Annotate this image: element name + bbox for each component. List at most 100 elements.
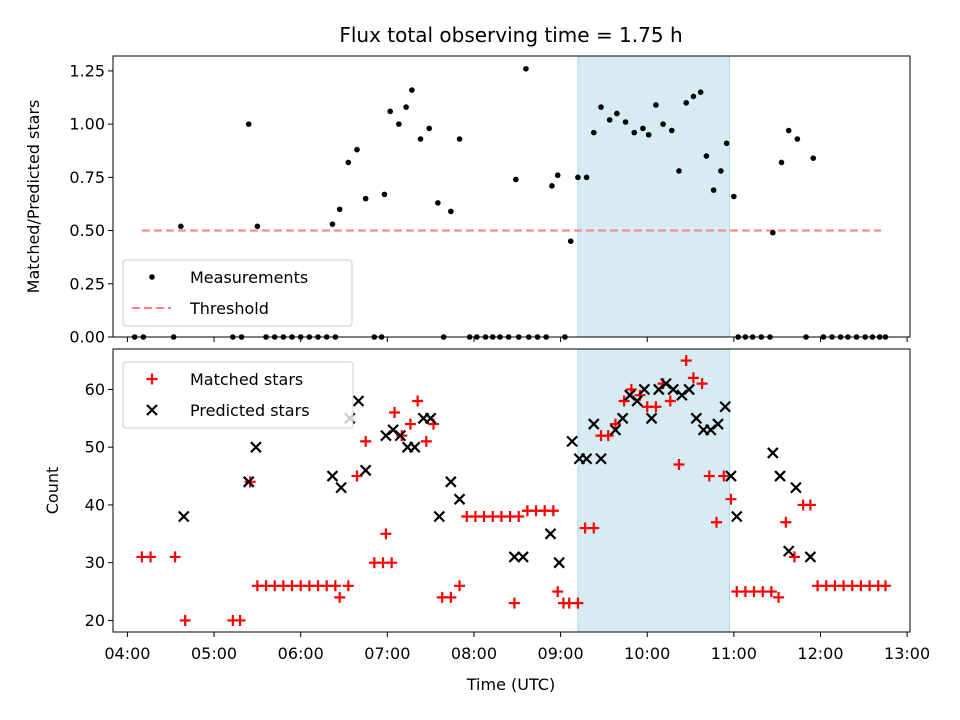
predicted-star-point xyxy=(359,464,372,477)
matched-star-point xyxy=(169,551,181,563)
measurement-point xyxy=(645,131,652,138)
measurement-point xyxy=(697,89,704,95)
measurement-point xyxy=(435,200,441,206)
measurement-point xyxy=(362,195,369,202)
measurement-point xyxy=(583,174,590,181)
top-y-axis-label: Matched/Predicted stars xyxy=(24,100,43,294)
predicted-star-point xyxy=(517,551,529,563)
measurement-point xyxy=(668,127,675,134)
matched-star-point xyxy=(145,551,157,563)
legend-marker-predicted xyxy=(146,404,158,416)
y-tick-label: 0.75 xyxy=(69,168,105,187)
x-tick-label: 13:00 xyxy=(884,644,930,663)
y-tick-label: 20 xyxy=(85,611,105,630)
matched-star-point xyxy=(572,597,584,609)
x-axis-label: Time (UTC) xyxy=(466,675,555,694)
measurement-point xyxy=(523,65,529,72)
y-tick-label: 0.25 xyxy=(69,274,105,293)
predicted-star-point xyxy=(730,510,743,523)
top-plot-frame xyxy=(112,55,911,338)
matched-star-point xyxy=(602,430,614,442)
measurement-point xyxy=(178,223,184,230)
y-tick-label: 0.00 xyxy=(69,328,105,347)
measurement-point xyxy=(575,174,581,181)
measurement-point xyxy=(426,125,433,132)
measurement-point xyxy=(549,183,555,189)
x-tick-label: 07:00 xyxy=(364,644,410,663)
measurement-point xyxy=(640,125,646,132)
matched-star-point xyxy=(508,597,520,609)
measurement-point xyxy=(810,155,817,161)
matched-star-point xyxy=(588,522,600,534)
predicted-star-point xyxy=(667,383,679,396)
top-panel: 0.00 0.25 0.50 0.75 1.00 1.25 Matched/Predict… xyxy=(24,55,911,347)
matched-star-point xyxy=(329,580,341,592)
measurement-point xyxy=(456,136,463,142)
x-tick-label: 04:00 xyxy=(104,644,150,663)
measurement-point xyxy=(690,93,697,100)
top-legend: Measurements Threshold xyxy=(122,259,353,327)
predicted-star-point xyxy=(250,441,262,453)
legend-marker-matched xyxy=(146,373,158,385)
measurement-point xyxy=(567,238,574,245)
y-tick-label: 1.25 xyxy=(69,61,105,80)
measurement-point xyxy=(403,104,409,110)
matched-star-point xyxy=(711,516,723,528)
top-y-axis: 0.00 0.25 0.50 0.75 1.00 1.25 xyxy=(69,61,113,347)
predicted-star-point xyxy=(638,383,651,396)
predicted-star-point xyxy=(725,470,737,482)
predicted-star-point xyxy=(177,510,190,523)
legend-label: Measurements xyxy=(190,268,308,287)
predicted-star-point xyxy=(767,447,779,459)
y-tick-label: 40 xyxy=(85,495,105,514)
predicted-star-point xyxy=(326,470,339,482)
measurement-point xyxy=(409,87,415,93)
matched-star-point xyxy=(773,591,785,603)
measurement-point xyxy=(631,129,638,136)
measurement-point xyxy=(598,104,604,110)
measurement-point xyxy=(614,110,620,117)
legend-label: Predicted stars xyxy=(190,401,310,420)
matched-star-point xyxy=(351,470,363,482)
top-highlight-band xyxy=(577,55,731,338)
matched-star-point xyxy=(445,591,457,603)
x-tick-label: 12:00 xyxy=(797,644,843,663)
matched-star-point xyxy=(547,505,559,517)
matched-star-point xyxy=(718,470,730,482)
predicted-star-point xyxy=(712,418,724,430)
measurement-point xyxy=(381,191,388,198)
predicted-star-point xyxy=(335,481,347,494)
y-tick-label: 0.50 xyxy=(69,221,105,240)
x-tick-label: 08:00 xyxy=(451,644,497,663)
legend-box xyxy=(122,259,353,327)
bottom-y-axis: 20 30 40 50 60 xyxy=(85,380,113,630)
matched-star-point xyxy=(879,580,891,592)
matched-star-point xyxy=(696,378,708,390)
measurement-point xyxy=(396,121,402,127)
y-tick-label: 1.00 xyxy=(69,115,105,134)
matched-star-point xyxy=(725,493,737,505)
predicted-star-point xyxy=(595,452,607,465)
matched-star-point xyxy=(788,551,800,563)
matched-star-point xyxy=(687,372,699,384)
matched-star-point xyxy=(664,395,676,407)
predicted-star-point xyxy=(609,424,622,436)
predicted-star-point xyxy=(508,551,521,563)
measurement-point xyxy=(329,221,336,227)
predicted-star-point xyxy=(690,412,703,425)
measurement-point xyxy=(590,129,597,136)
measurement-point xyxy=(345,159,352,166)
matched-star-point xyxy=(804,499,816,511)
measurement-point xyxy=(723,140,730,147)
measurement-point xyxy=(710,187,717,193)
predicted-star-point xyxy=(544,528,557,540)
matched-star-point xyxy=(334,591,346,603)
measurement-point xyxy=(554,172,561,179)
top-x-axis xyxy=(126,337,908,342)
bottom-legend: Matched stars Predicted stars xyxy=(122,361,354,429)
predicted-star-point xyxy=(566,435,578,448)
measurement-point xyxy=(794,136,801,142)
x-tick-label: 11:00 xyxy=(711,644,757,663)
predicted-star-point xyxy=(424,412,437,425)
